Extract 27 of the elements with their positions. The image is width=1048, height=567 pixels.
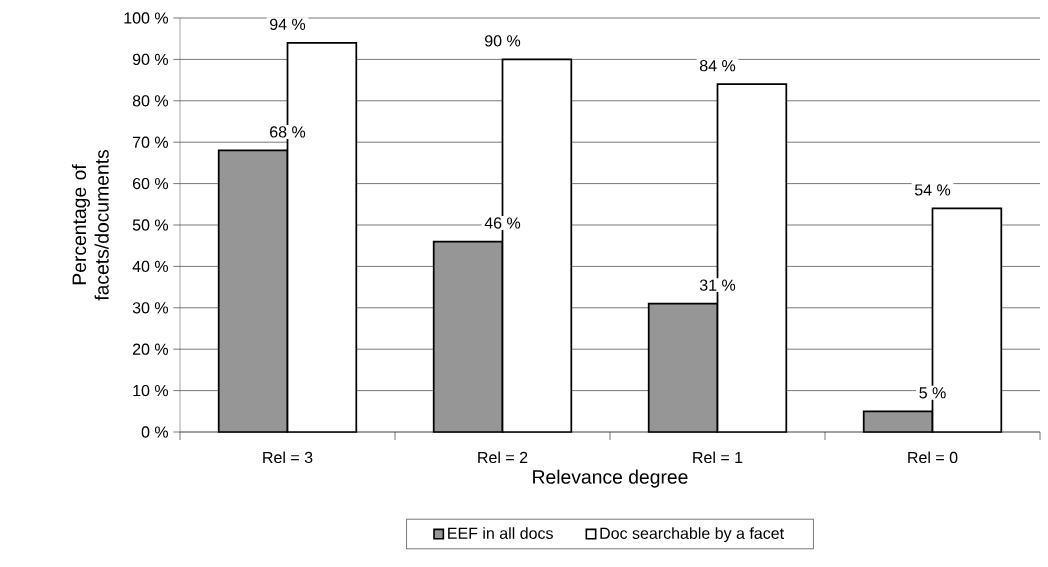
legend-label: Doc searchable by a facet (600, 527, 784, 543)
data-label: 46 % (484, 217, 521, 229)
y-axis-title: Percentage of facets/documents (71, 149, 109, 301)
data-label: 31 % (699, 279, 736, 291)
data-label: 54 % (914, 184, 951, 196)
x-tick-label: Rel = 1 (693, 451, 743, 464)
data-label: 68 % (270, 126, 306, 138)
y-tick-label: 0 % (141, 426, 169, 438)
x-tick-label: Rel = 0 (908, 451, 958, 464)
y-tick-label: 30 % (132, 302, 169, 314)
x-tick-label: Rel = 2 (478, 451, 528, 464)
x-tick-label: Rel = 3 (263, 451, 313, 464)
y-tick-label: 20 % (132, 343, 169, 355)
data-label: 84 % (699, 60, 736, 72)
y-tick-label: 80 % (132, 95, 169, 107)
y-tick-label: 10 % (133, 384, 169, 397)
data-label: 5 % (919, 387, 946, 399)
data-label: 94 % (270, 18, 306, 30)
y-tick-label: 90 % (132, 53, 169, 66)
y-tick-label: 50 % (132, 219, 169, 231)
y-tick-label: 70 % (132, 136, 169, 148)
y-tick-label: 40 % (132, 260, 169, 273)
data-label: 90 % (485, 35, 521, 47)
y-tick-label: 100 % (124, 12, 169, 24)
y-tick-label: 60 % (132, 177, 169, 190)
x-axis-title: Relevance degree (533, 469, 688, 488)
legend-label: EEF in all docs (448, 527, 553, 539)
